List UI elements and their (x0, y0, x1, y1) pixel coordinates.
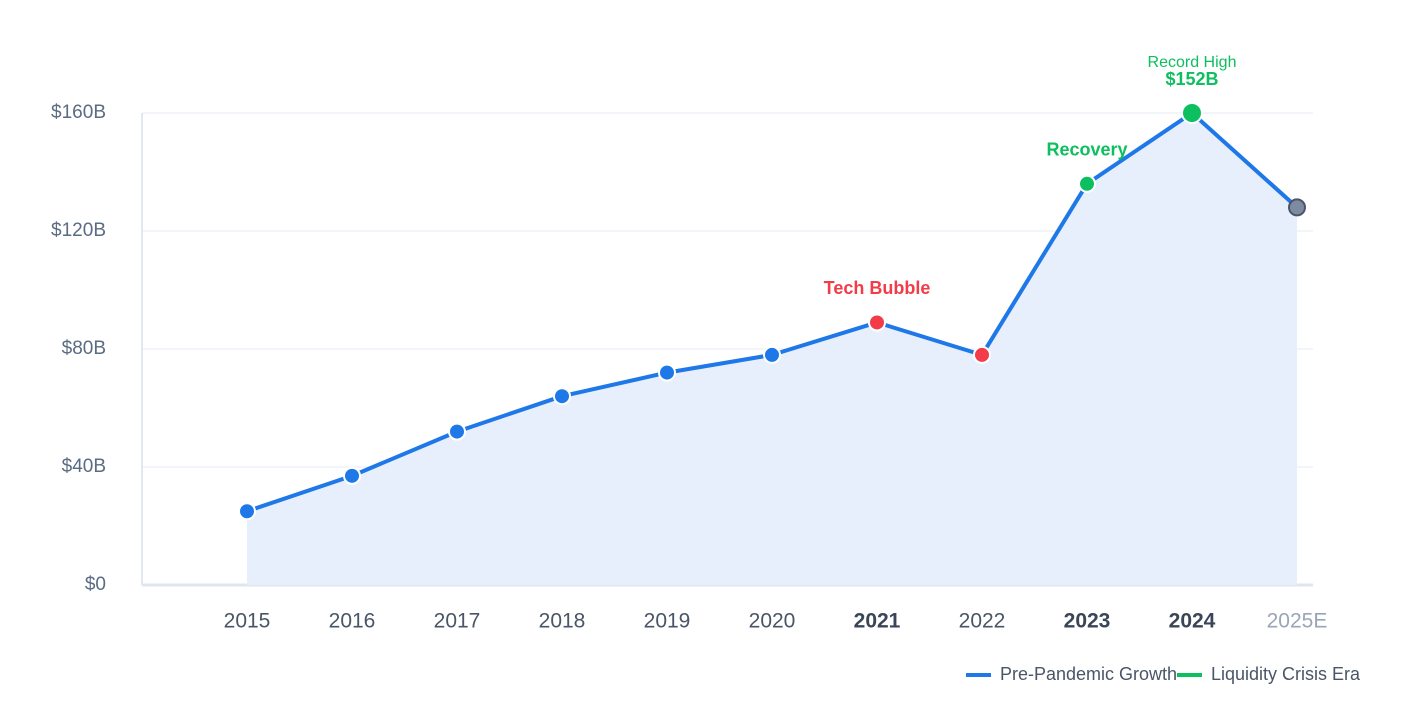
point (448, 422, 466, 441)
x-tick-label: 2024 (1169, 610, 1216, 633)
x-tick-label: 2016 (329, 610, 376, 633)
y-tick-label: $80B (62, 338, 106, 359)
point (1181, 102, 1203, 124)
y-tick-label: $160B (51, 102, 106, 123)
point (658, 363, 676, 382)
x-tick-label: 2018 (539, 610, 586, 633)
x-tick-label: 2020 (749, 610, 796, 633)
point (343, 466, 361, 485)
y-tick-label: $0 (85, 574, 106, 595)
point (763, 345, 781, 364)
point (1078, 174, 1096, 193)
point (1288, 198, 1306, 217)
y-tick-label: $120B (51, 220, 106, 241)
point (238, 502, 256, 521)
annotation: Recovery (1046, 140, 1127, 160)
legend-label: Pre-Pandemic Growth (1000, 664, 1177, 684)
point (553, 387, 571, 406)
x-tick-label: 2025E (1267, 610, 1328, 633)
point (973, 345, 991, 364)
x-tick-label: 2015 (224, 610, 271, 633)
x-tick-label: 2017 (434, 610, 481, 633)
point (868, 313, 886, 332)
x-tick-label: 2023 (1064, 610, 1111, 633)
x-tick-label: 2019 (644, 610, 691, 633)
area (247, 113, 1297, 585)
annotation: Record High (1148, 54, 1237, 71)
legend-label: Liquidity Crisis Era (1211, 664, 1361, 684)
annotation: Tech Bubble (824, 278, 931, 298)
x-tick-label: 2022 (959, 610, 1006, 633)
annotation: $152B (1165, 69, 1218, 89)
y-tick-label: $40B (62, 456, 106, 477)
x-tick-label: 2021 (854, 610, 901, 633)
